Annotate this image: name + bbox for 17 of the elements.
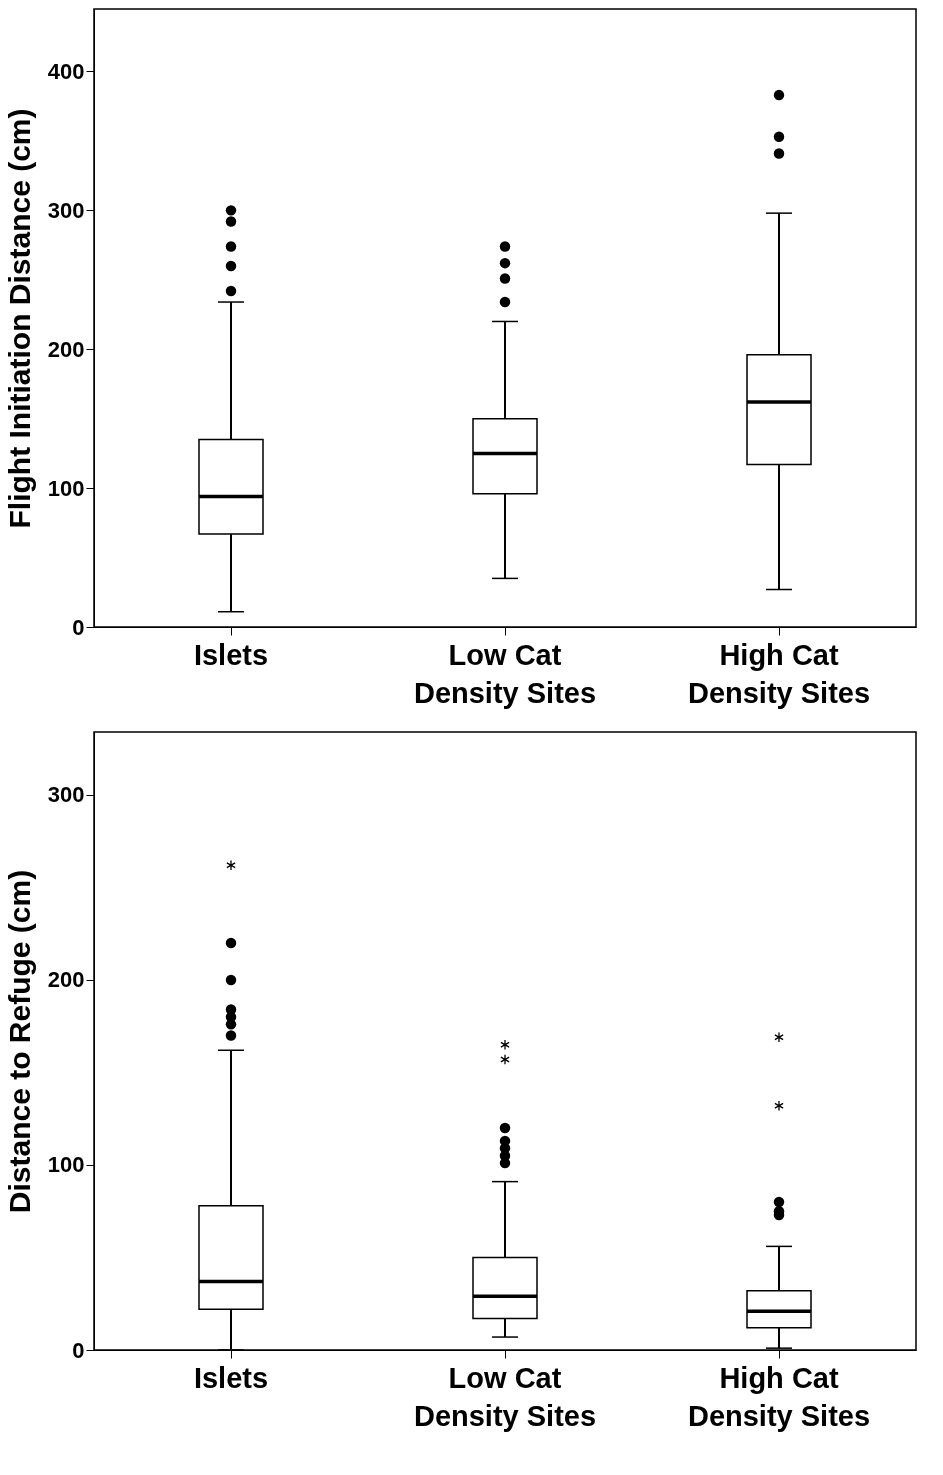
y-tick-label: 300 [47, 197, 85, 223]
y-tick-label: 0 [72, 1337, 85, 1363]
y-tick-label: 200 [47, 967, 85, 993]
x-tick-label: Islets [193, 638, 269, 671]
x-tick-label: High Cat Density Sites [687, 1361, 871, 1432]
x-tick-label: Low Cat Density Sites [413, 1361, 597, 1432]
y-tick-label: 200 [47, 336, 85, 362]
y-tick-label: 100 [47, 475, 85, 501]
y-tick-label: 300 [47, 782, 85, 808]
y-tick-label: 0 [72, 614, 85, 640]
y-tick-label: 100 [47, 1152, 85, 1178]
x-tick-label: High Cat Density Sites [687, 638, 871, 709]
y-axis-title: Distance to Refuge (cm) [2, 869, 36, 1214]
x-tick-label: Islets [193, 1361, 269, 1394]
y-tick-label: 400 [47, 58, 85, 84]
y-axis-title: Flight Initiation Distance (cm) [2, 108, 36, 529]
x-tick-label: Low Cat Density Sites [413, 638, 597, 709]
